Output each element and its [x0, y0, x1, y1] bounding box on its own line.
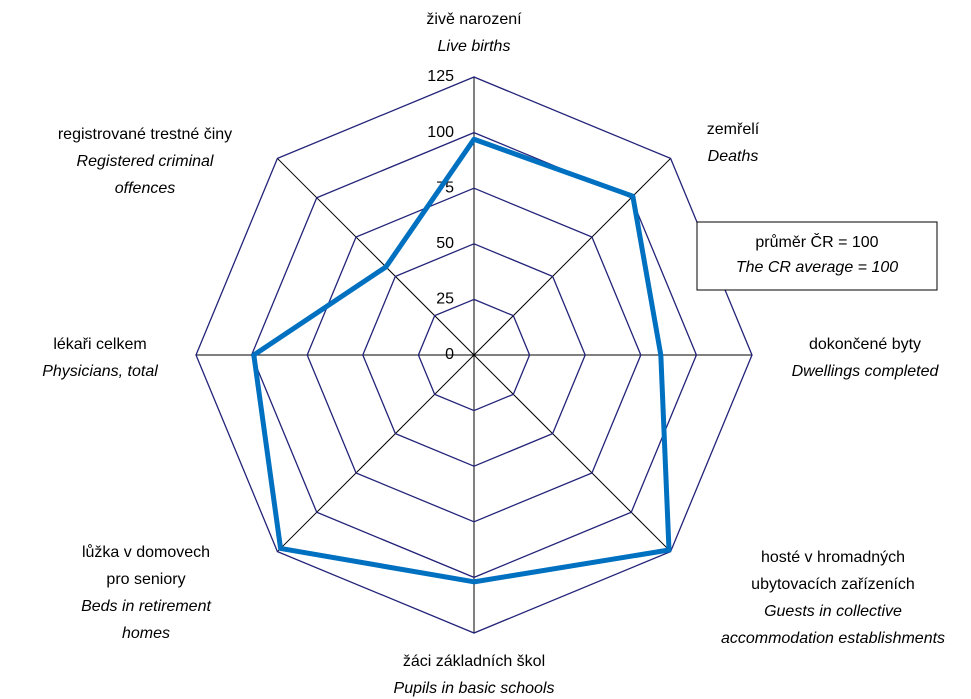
legend-box	[696, 221, 938, 291]
axis-label-cs: dokončené byty	[809, 336, 921, 353]
axis-label-cs: zemřelí	[707, 121, 760, 138]
series-line	[251, 136, 672, 585]
axis-label-en: Beds in retirement	[81, 598, 211, 615]
spoke	[473, 354, 671, 552]
legend-en: The CR average = 100	[736, 259, 898, 276]
spoke	[277, 354, 475, 552]
r-tick-label: 50	[436, 235, 454, 252]
grid-ring	[417, 298, 531, 412]
axis-label-cs: registrované trestné činy	[58, 126, 232, 143]
axis-label-en: accommodation establishments	[721, 630, 945, 647]
axis-label-en: Deaths	[708, 148, 759, 165]
axis-label-en: Physicians, total	[42, 363, 158, 380]
axis-label-cs: živě narození	[426, 11, 522, 28]
axis-label-cs: žáci základních škol	[403, 653, 545, 670]
axis-label-cs: pro seniory	[106, 571, 185, 588]
axis-label-cs: ubytovacích zařízeních	[751, 576, 915, 593]
axis-label-en: Live births	[438, 38, 511, 55]
grid-ring	[250, 131, 698, 579]
axis-label-en: Dwellings completed	[792, 363, 940, 380]
axis-label-en: Pupils in basic schools	[394, 680, 555, 697]
grid-ring	[306, 187, 642, 523]
legend-cs: průměr ČR = 100	[755, 232, 878, 251]
grid-ring	[362, 243, 586, 467]
axis-label-en: Guests in collective	[764, 603, 902, 620]
axis-label-en: homes	[122, 625, 170, 642]
axis-label-cs: lékaři celkem	[53, 336, 146, 353]
r-tick-label: 0	[445, 346, 454, 363]
r-tick-label: 100	[427, 124, 454, 141]
spoke	[277, 158, 475, 356]
r-tick-label: 125	[427, 68, 454, 85]
axis-label-en: Registered criminal	[77, 153, 214, 170]
axis-label-en: offences	[115, 180, 175, 197]
axis-label-cs: lůžka v domovech	[82, 543, 210, 561]
spoke	[473, 158, 671, 356]
r-tick-label: 25	[436, 291, 454, 308]
axis-label-cs: hosté v hromadných	[761, 549, 905, 566]
